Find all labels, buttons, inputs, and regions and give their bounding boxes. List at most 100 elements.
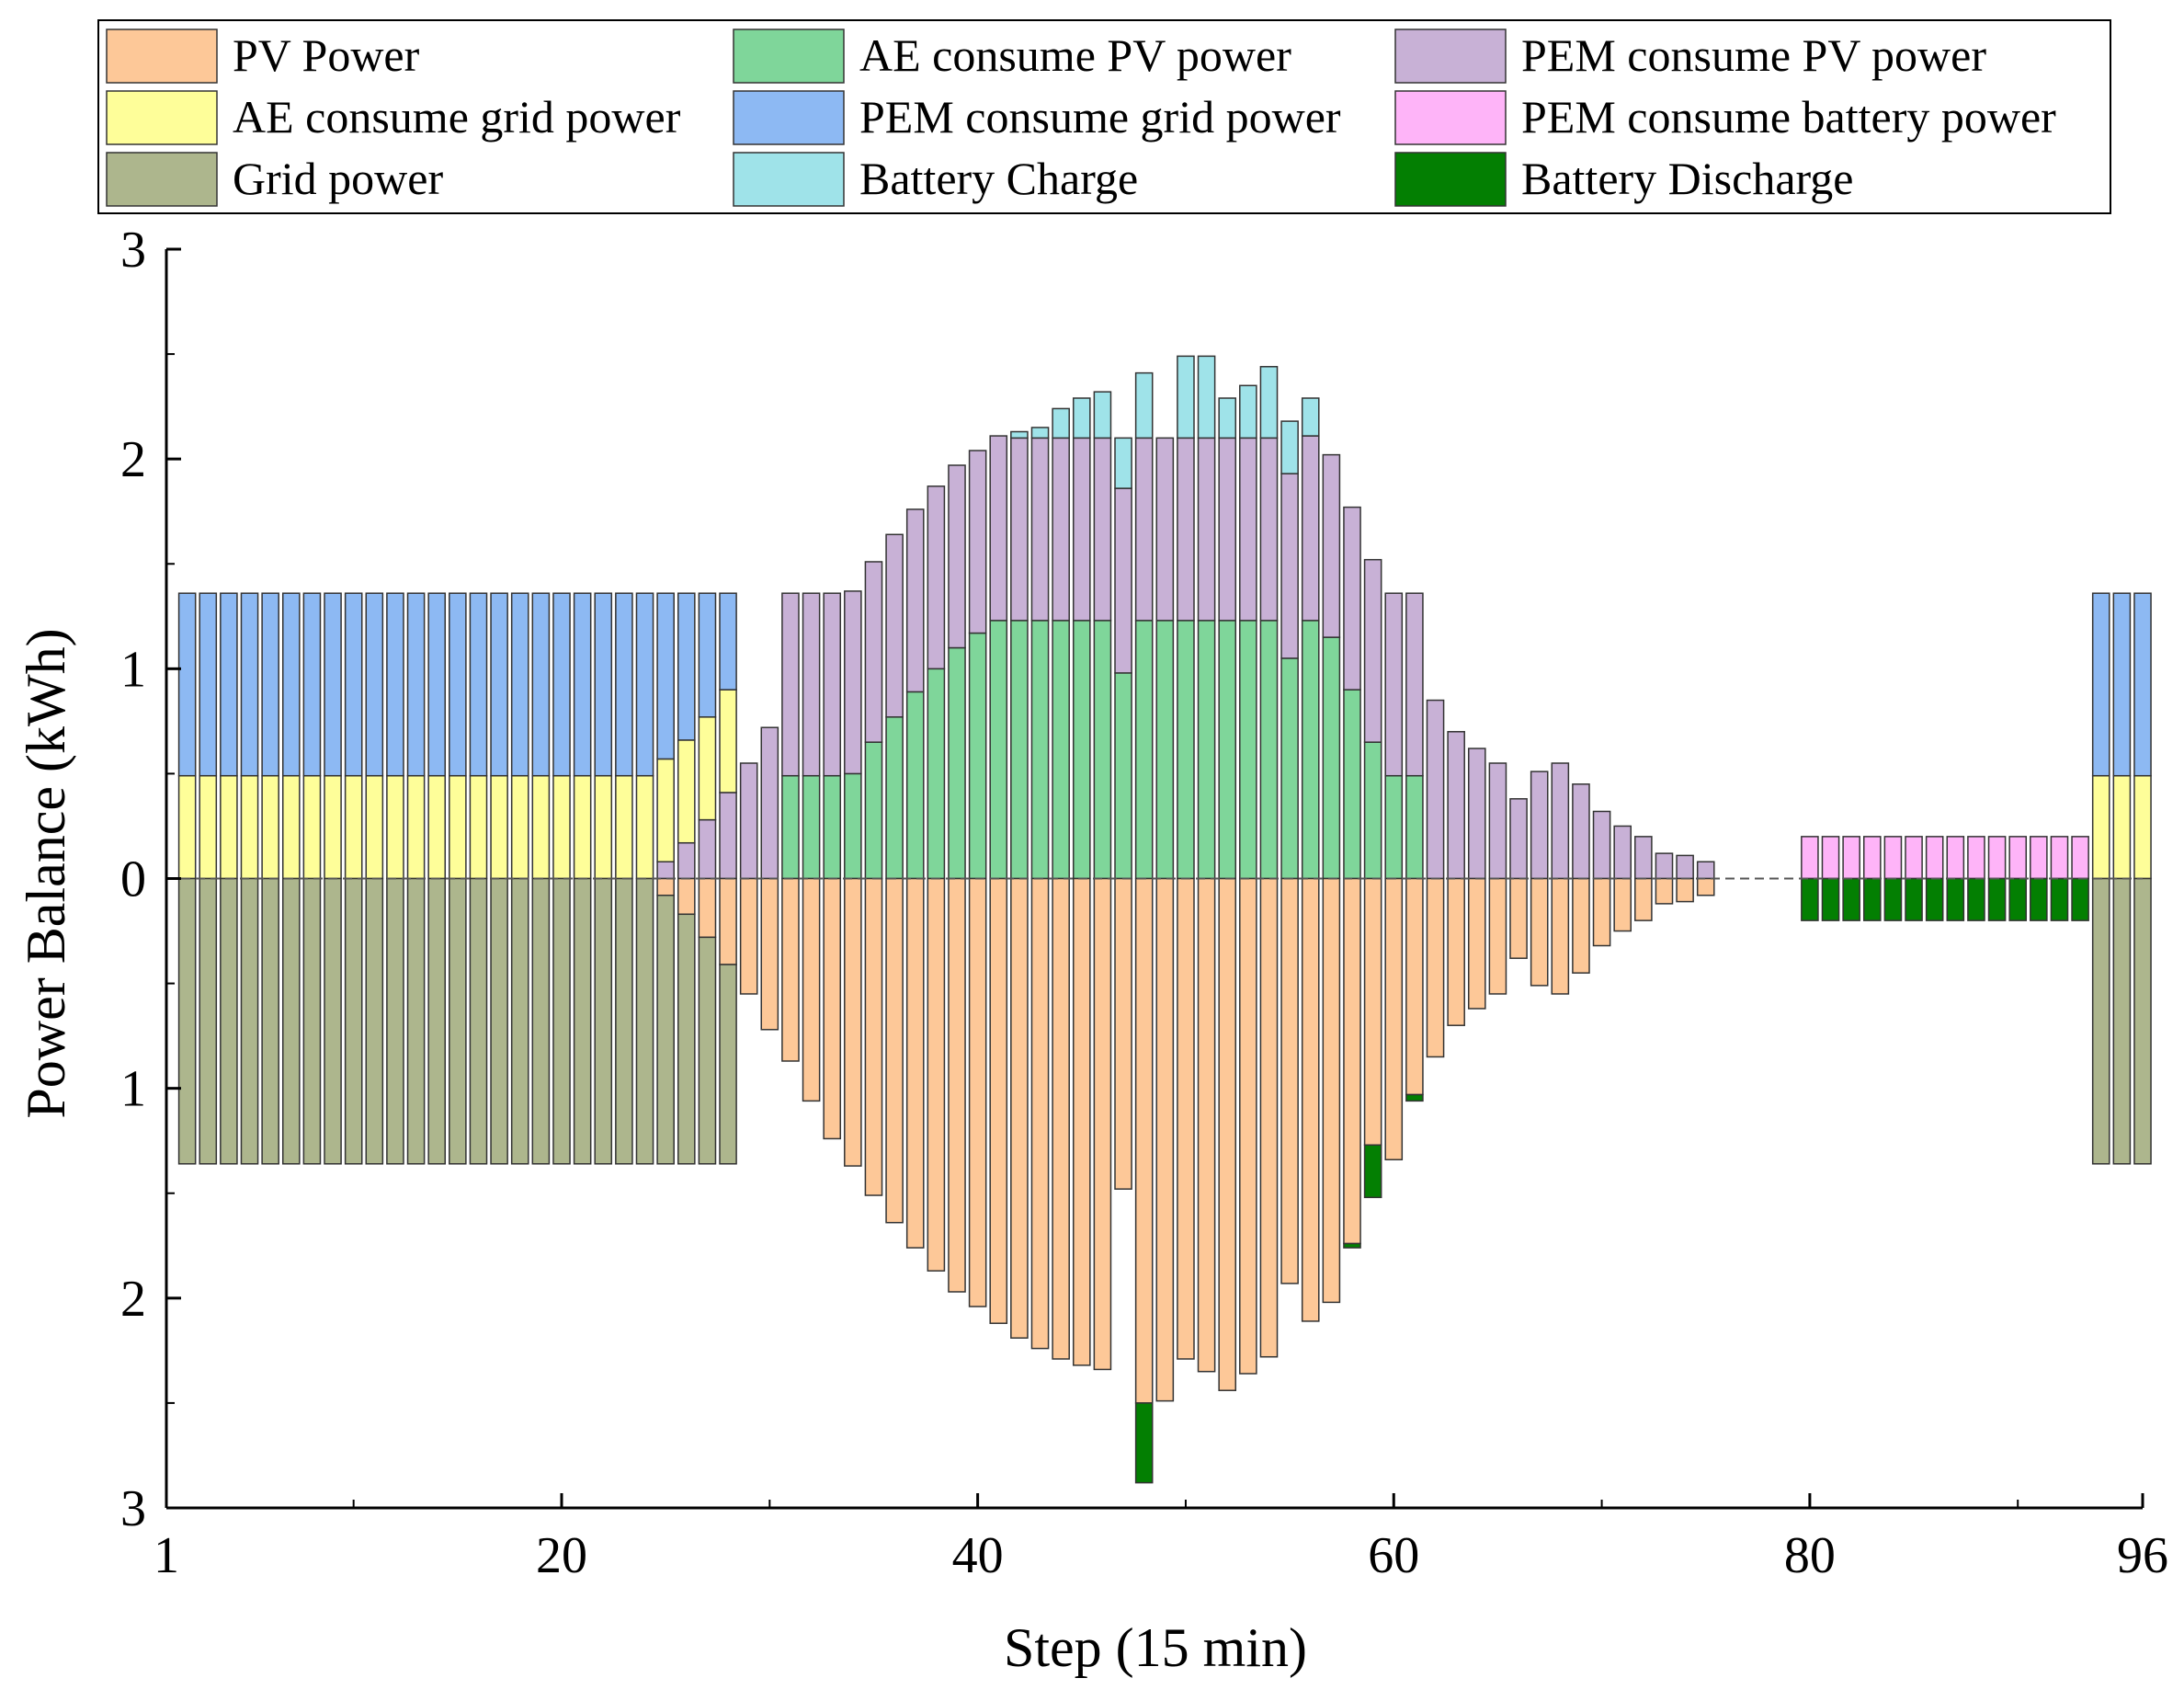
bar-grid-step-2: [177, 877, 197, 1165]
bar-grid-step-6: [261, 877, 279, 1165]
legend-label-ae_pv: AE consume PV power: [859, 29, 1291, 81]
bar-grid-step-17: [490, 877, 508, 1165]
bar-batt_discharge-step-85: [1905, 877, 1923, 921]
bar-pem_grid-step-96: [2133, 592, 2152, 777]
bar-ae_pv-step-44: [1052, 620, 1070, 880]
bar-ae_pv-step-32: [802, 774, 821, 880]
bar-pem_grid-step-13: [406, 592, 426, 777]
bar-pv-step-38: [927, 877, 946, 1272]
bar-pem_pv-step-27: [698, 818, 717, 880]
legend-swatch-batt_discharge: [1394, 152, 1507, 207]
bar-batt_discharge-step-58: [1343, 1242, 1361, 1249]
bar-ae_pv-step-47: [1114, 672, 1132, 880]
bar-pem_grid-step-6: [261, 592, 279, 777]
bar-pem_pv-step-49: [1155, 437, 1175, 622]
bar-ae_grid-step-17: [490, 774, 508, 880]
bar-ae_pv-step-43: [1030, 620, 1050, 880]
bar-pv-step-67: [1530, 877, 1549, 987]
bar-grid-step-15: [449, 877, 467, 1165]
bar-ae_pv-step-40: [968, 632, 987, 880]
x-tick-label: 20: [536, 1527, 587, 1584]
bar-pem_batt-step-88: [1967, 836, 1985, 880]
bar-ae_grid-step-4: [220, 774, 238, 880]
legend-swatch-ae_grid: [106, 90, 218, 145]
bar-pem_grid-step-20: [552, 592, 571, 777]
bar-batt_discharge-step-83: [1862, 877, 1882, 921]
bar-ae_grid-step-21: [573, 774, 592, 880]
bar-pv-step-53: [1239, 877, 1257, 1375]
bar-pem_grid-step-19: [531, 592, 551, 777]
bar-pem_grid-step-9: [324, 592, 342, 777]
bar-pv-step-37: [905, 877, 925, 1249]
bar-pem_pv-step-65: [1488, 762, 1507, 880]
bar-pv-step-69: [1572, 877, 1590, 974]
bar-pv-step-62: [1426, 877, 1445, 1058]
bar-batt_discharge-step-81: [1821, 877, 1840, 921]
bar-batt_discharge-step-88: [1967, 877, 1985, 921]
bar-grid-step-9: [324, 877, 342, 1165]
bar-ae_pv-step-33: [823, 774, 842, 880]
bar-batt_discharge-step-90: [2008, 877, 2028, 921]
bar-pem_pv-step-36: [885, 533, 904, 718]
bar-pem_pv-step-46: [1093, 437, 1112, 622]
bar-pem_batt-step-89: [1987, 836, 2007, 880]
bar-pem_grid-step-94: [2091, 592, 2110, 777]
bar-ae_grid-step-8: [302, 774, 322, 880]
bar-pem_grid-step-26: [677, 592, 696, 741]
bar-pem_grid-step-10: [344, 592, 363, 777]
bar-pem_grid-step-3: [199, 592, 218, 777]
bar-pv-step-45: [1072, 877, 1091, 1366]
bar-pv-step-41: [989, 877, 1008, 1324]
bar-batt_charge-step-56: [1301, 397, 1320, 437]
bar-pv-step-25: [656, 877, 675, 896]
y-tick-label: 1: [120, 641, 146, 698]
bar-pv-step-30: [760, 877, 779, 1031]
bars: [177, 355, 2152, 1484]
bar-grid-step-3: [199, 877, 218, 1165]
bar-batt_discharge-step-89: [1987, 877, 2007, 921]
bar-pem_grid-step-25: [656, 592, 675, 760]
bar-pem_pv-step-60: [1384, 592, 1404, 777]
bar-ae_pv-step-56: [1301, 620, 1320, 880]
bar-pv-step-72: [1634, 877, 1653, 921]
y-tick-label: 2: [120, 431, 146, 488]
bar-batt_discharge-step-93: [2071, 877, 2089, 921]
bar-pv-step-66: [1509, 877, 1528, 959]
bar-pem_batt-step-93: [2071, 836, 2089, 880]
bar-pem_pv-step-58: [1343, 506, 1361, 691]
bar-ae_grid-step-13: [406, 774, 426, 880]
bar-pv-step-61: [1405, 877, 1424, 1096]
bar-grid-step-18: [510, 877, 529, 1165]
bar-batt_charge-step-54: [1259, 366, 1279, 440]
bar-pem_pv-step-57: [1322, 453, 1341, 638]
bar-batt_charge-step-55: [1280, 420, 1299, 474]
bar-pem_grid-step-14: [427, 592, 447, 777]
bar-ae_grid-step-14: [427, 774, 447, 880]
bar-ae_grid-step-24: [635, 774, 654, 880]
bar-batt_discharge-step-87: [1946, 877, 1965, 921]
bar-pv-step-39: [948, 877, 966, 1293]
bar-ae_grid-step-10: [344, 774, 363, 880]
bar-pem_pv-step-63: [1447, 731, 1465, 880]
legend-label-pv: PV Power: [233, 29, 420, 81]
bar-pem_pv-step-66: [1509, 798, 1528, 880]
bar-grid-step-23: [615, 877, 633, 1165]
legend-label-ae_grid: AE consume grid power: [233, 91, 681, 143]
bar-batt_charge-step-53: [1239, 384, 1257, 440]
bar-pem_pv-step-56: [1301, 435, 1320, 622]
bar-pv-step-56: [1301, 877, 1320, 1322]
bar-pv-step-43: [1030, 877, 1050, 1350]
bar-pv-step-58: [1343, 877, 1361, 1245]
bar-batt_discharge-step-48: [1134, 1402, 1154, 1484]
bar-ae_pv-step-54: [1259, 620, 1279, 880]
bar-pv-step-75: [1696, 877, 1715, 896]
bar-batt_charge-step-45: [1072, 397, 1091, 440]
y-tick-label: 2: [120, 1271, 146, 1328]
bar-pv-step-71: [1613, 877, 1632, 932]
bar-pem_grid-step-23: [615, 592, 633, 777]
bar-pv-step-59: [1363, 877, 1382, 1147]
bar-grid-step-95: [2112, 877, 2132, 1165]
legend-frame: [97, 19, 2111, 214]
bar-grid-step-27: [698, 936, 717, 1165]
bar-pem_grid-step-2: [177, 592, 197, 777]
